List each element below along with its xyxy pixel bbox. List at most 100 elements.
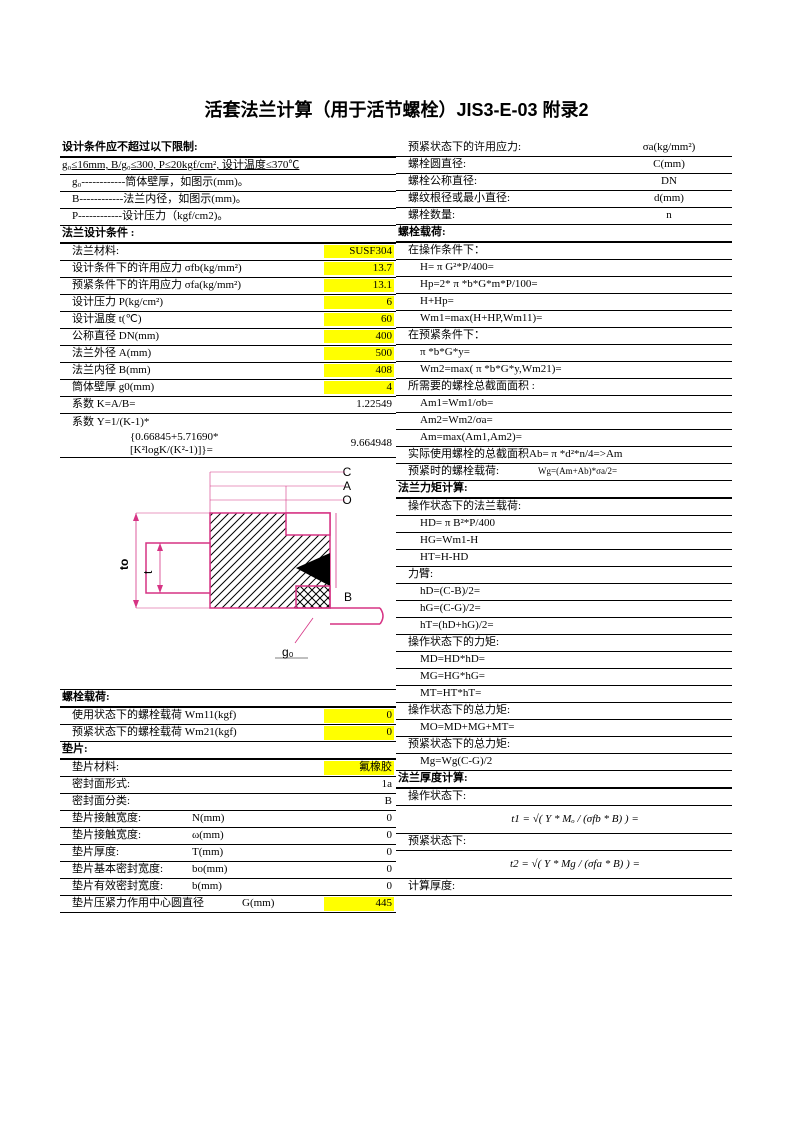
label: 操作状态下:: [408, 790, 466, 803]
row-wm21: 预紧状态下的螺栓载荷 Wm21(kgf)0: [60, 725, 396, 742]
row-am: Am=max(Am1,Am2)=: [396, 430, 732, 447]
label: 垫片有效密封宽度:: [72, 880, 192, 893]
value: DN: [610, 175, 730, 188]
value: 0: [324, 880, 394, 893]
row-gg: 垫片压紧力作用中心圆直径G(mm)445: [60, 896, 396, 913]
row-bo: 垫片基本密封宽度:bo(mm)0: [60, 862, 396, 879]
value: 13.1: [324, 279, 394, 292]
row-g0v: 筒体壁厚 g0(mm)4: [60, 380, 396, 397]
row-opload: 操作状态下的法兰载荷:: [396, 499, 732, 516]
row-hhp: H+Hp=: [396, 294, 732, 311]
row-b-desc: B------------法兰内径，如图示(mm)。: [60, 192, 396, 209]
row-pre: 在预紧条件下：: [396, 328, 732, 345]
value: 408: [324, 364, 394, 377]
label: 系数 Y=1/(K-1)*: [72, 416, 394, 429]
label: 预紧状态下的许用应力:: [408, 141, 610, 154]
label: Am2=Wm2/σa=: [420, 414, 493, 427]
row-material: 法兰材料:SUSF304: [60, 244, 396, 261]
label: Hp=2* π *b*G*m*P/100=: [420, 278, 538, 291]
section-flange-design: 法兰设计条件 :: [60, 226, 396, 244]
row-mg2: Mg=Wg(C-G)/2: [396, 754, 732, 771]
row-am1: Am1=Wm1/σb=: [396, 396, 732, 413]
formula: t2 = √( Y * Mg / (σfa * B) ) =: [510, 858, 640, 871]
label: 使用状态下的螺栓载荷 Wm11(kgf): [72, 709, 324, 722]
row-t2: t2 = √( Y * Mg / (σfa * B) ) =: [396, 851, 732, 879]
row-am2: Am2=Wm2/σa=: [396, 413, 732, 430]
label: Am=max(Am1,Am2)=: [420, 431, 522, 444]
label: P------------设计压力（kgf/cm2)。: [72, 210, 228, 223]
row-hp: Hp=2* π *b*G*m*P/100=: [396, 277, 732, 294]
svg-text:B: B: [344, 590, 352, 604]
section-design-limits: 设计条件应不超过以下限制:: [60, 140, 396, 158]
row-wm1: Wm1=max(H+HP,Wm11)=: [396, 311, 732, 328]
value: 0: [324, 812, 394, 825]
label: HT=H-HD: [420, 551, 468, 564]
label: Am1=Wm1/σb=: [420, 397, 493, 410]
svg-text:to: to: [117, 559, 131, 570]
label: 操作状态下的法兰载荷:: [408, 500, 521, 513]
value: σa(kg/mm²): [610, 141, 730, 154]
row-temp: 设计温度 t(℃)60: [60, 312, 396, 329]
label: 操作状态下的总力矩:: [408, 704, 510, 717]
value: B: [324, 795, 394, 808]
two-column-layout: 设计条件应不超过以下限制: g₀≤16mm, B/g₀≤300, P≤20kgf…: [60, 140, 733, 913]
row-nw: 垫片接触宽度:N(mm)0: [60, 811, 396, 828]
label: 设计条件应不超过以下限制:: [62, 141, 198, 154]
row-pbgy: π *b*G*y=: [396, 345, 732, 362]
row-mt: MT=HT*hT=: [396, 686, 732, 703]
label: Mg=Wg(C-G)/2: [420, 755, 492, 768]
label: 螺栓圆直径:: [408, 158, 610, 171]
label: 螺栓公称直径:: [408, 175, 610, 188]
label: g₀------------筒体壁厚，如图示(mm)。: [72, 176, 249, 189]
row-mg: MG=HG*hG=: [396, 669, 732, 686]
label: HD= π B²*P/400: [420, 517, 495, 530]
row-ab: 实际使用螺栓的总截面积Ab= π *d²*n/4=>Am: [396, 447, 732, 464]
value: 500: [324, 347, 394, 360]
value: 4: [324, 381, 394, 394]
left-column: 设计条件应不超过以下限制: g₀≤16mm, B/g₀≤300, P≤20kgf…: [60, 140, 396, 913]
row-thickpre: 预紧状态下:: [396, 834, 732, 851]
label: 垫片:: [62, 743, 88, 756]
label: g₀≤16mm, B/g₀≤300, P≤20kgf/cm², 设计温度≤370…: [62, 159, 299, 172]
label: Wm1=max(H+HP,Wm11)=: [420, 312, 542, 325]
label: 在操作条件下：: [408, 244, 485, 257]
label: hD=(C-B)/2=: [420, 585, 480, 598]
row-sigfa: 预紧条件下的许用应力 σfa(kg/mm²)13.1: [60, 278, 396, 295]
value: 400: [324, 330, 394, 343]
value: 445: [324, 897, 394, 910]
label: 设计压力 P(kg/cm²): [72, 296, 324, 309]
value: 0: [324, 709, 394, 722]
label: 设计条件下的许用应力 σfb(kg/mm²): [72, 262, 324, 275]
value: 0: [324, 829, 394, 842]
section-thickness: 法兰厚度计算:: [396, 771, 732, 789]
page-title: 活套法兰计算（用于活节螺栓）JIS3-E-03 附录2: [60, 100, 733, 122]
row-arm: 力臂:: [396, 567, 732, 584]
label: 法兰厚度计算:: [398, 772, 468, 785]
label: MT=HT*hT=: [420, 687, 481, 700]
row-n: 螺栓数量:n: [396, 208, 732, 225]
row-gmat: 垫片材料:氟橡胶: [60, 760, 396, 777]
row-sigfb: 设计条件下的许用应力 σfb(kg/mm²)13.7: [60, 261, 396, 278]
row-md: MD=HD*hD=: [396, 652, 732, 669]
label: 公称直径 DN(mm): [72, 330, 324, 343]
row-b: 法兰内径 B(mm)408: [60, 363, 396, 380]
row-c: 螺栓圆直径:C(mm): [396, 157, 732, 174]
row-ht2: hT=(hD+hG)/2=: [396, 618, 732, 635]
row-t1: t1 = √( Y * Mₒ / (σfb * B) ) =: [396, 806, 732, 834]
label: 在预紧条件下：: [408, 329, 485, 342]
formula: t1 = √( Y * Mₒ / (σfb * B) ) =: [511, 813, 639, 826]
label: {0.66845+5.71690*[K²logK/(K²-1)]}=: [130, 431, 274, 457]
section-bolt-load-l: 螺栓载荷:: [60, 690, 396, 708]
flange-diagram: C A O B: [60, 458, 396, 690]
label: 垫片材料:: [72, 761, 324, 774]
row-gclass: 密封面分类:B: [60, 794, 396, 811]
label: 垫片基本密封宽度:: [72, 863, 192, 876]
row-totpre: 预紧状态下的总力矩:: [396, 737, 732, 754]
label: 预紧状态下的螺栓载荷 Wm21(kgf): [72, 726, 324, 739]
row-wm2: Wm2=max( π *b*G*y,Wm21)=: [396, 362, 732, 379]
row-d: 螺纹根径或最小直径:d(mm): [396, 191, 732, 208]
row-wg: 预紧时的螺栓载荷:Wg=(Am+Ab)*σa/2=: [396, 464, 732, 481]
value: 氟橡胶: [324, 761, 394, 774]
label: π *b*G*y=: [420, 346, 470, 359]
diagram-svg: C A O B: [60, 458, 396, 690]
